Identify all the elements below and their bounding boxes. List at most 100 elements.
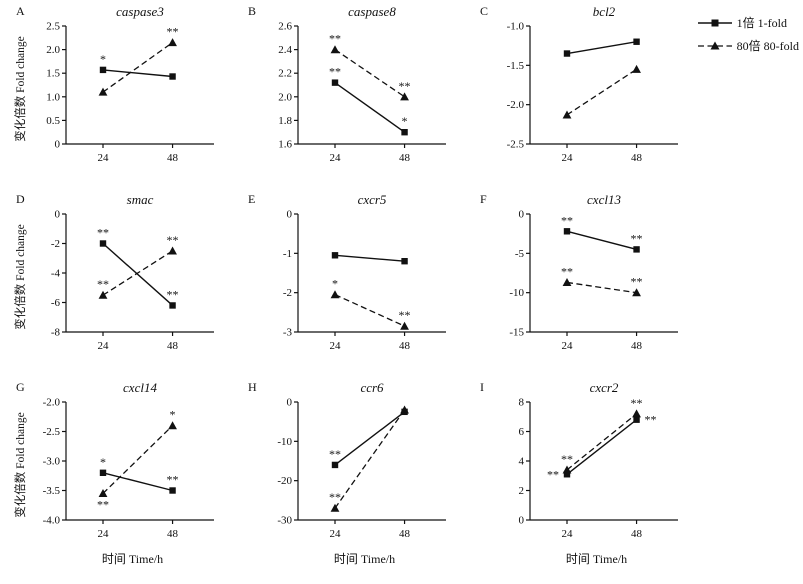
gene-title: cxcr5	[357, 192, 387, 207]
chart-plot: 1.61.82.02.22.42.624 48*******	[278, 21, 446, 164]
legend-item-80fold: 80倍 80-fold	[697, 37, 799, 54]
significance-marker: **	[167, 287, 179, 301]
svg-text:1.5: 1.5	[46, 68, 60, 80]
svg-text:48: 48	[631, 340, 643, 352]
gene-title: caspase8	[348, 4, 396, 19]
gene-title: cxcr2	[589, 380, 619, 395]
svg-text:48: 48	[631, 152, 643, 164]
panel-letter: A	[16, 4, 25, 18]
svg-text:-10: -10	[509, 287, 524, 299]
significance-marker: *	[100, 52, 106, 66]
significance-marker: **	[167, 25, 179, 39]
legend-item-1fold: 1倍 1-fold	[697, 14, 799, 31]
significance-marker: **	[631, 275, 643, 289]
chart-plot: 0 -5 -10 -15 24 48 ** ** ** **	[509, 209, 678, 352]
legend-label-80fold: 80倍 80-fold	[736, 39, 799, 53]
svg-text:24: 24	[562, 340, 574, 352]
gene-title: cxcl14	[123, 380, 157, 395]
svg-text:48: 48	[167, 152, 179, 164]
svg-text:2.4: 2.4	[278, 44, 292, 56]
svg-text:-8: -8	[51, 327, 61, 339]
y-axis-label: 变化倍数 Fold change	[15, 412, 27, 518]
svg-text:-3.5: -3.5	[43, 485, 61, 497]
gene-title: cxcl13	[587, 192, 621, 207]
significance-marker: **	[167, 233, 179, 247]
significance-marker: *	[402, 114, 408, 128]
dashed-line-triangle-icon	[697, 41, 732, 49]
svg-text:8: 8	[519, 397, 525, 409]
chart-plot: 0 -10 -20 -30 24 48 ** **	[277, 397, 446, 540]
svg-text:0: 0	[519, 209, 525, 221]
svg-text:24: 24	[330, 340, 342, 352]
svg-text:48: 48	[399, 152, 411, 164]
svg-text:-1: -1	[283, 248, 292, 260]
svg-text:-20: -20	[277, 475, 292, 487]
svg-text:24: 24	[562, 528, 574, 540]
gene-title: ccr6	[360, 380, 384, 395]
svg-text:0: 0	[287, 397, 293, 409]
chart-plot: -2.0-2.5-3.0-3.5-4.024 48******	[43, 397, 214, 540]
gene-title: caspase3	[116, 4, 164, 19]
svg-text:24: 24	[562, 152, 574, 164]
svg-text:2: 2	[519, 485, 525, 497]
panel-letter: C	[480, 4, 489, 18]
svg-text:-30: -30	[277, 515, 292, 527]
panel-letter: D	[16, 192, 25, 206]
significance-marker: **	[561, 452, 573, 466]
significance-marker: **	[167, 473, 179, 487]
solid-line-square-icon	[697, 19, 732, 26]
significance-marker: **	[329, 32, 341, 46]
svg-text:24: 24	[98, 152, 110, 164]
svg-text:2.0: 2.0	[46, 44, 60, 56]
panel-letter: I	[480, 380, 484, 394]
svg-text:1.0: 1.0	[46, 91, 60, 103]
gene-title: bcl2	[592, 4, 616, 19]
svg-text:-2.5: -2.5	[43, 426, 61, 438]
svg-text:-10: -10	[277, 436, 292, 448]
significance-marker: **	[97, 497, 109, 511]
svg-text:-2: -2	[283, 287, 292, 299]
significance-marker: *	[170, 408, 176, 422]
svg-text:48: 48	[399, 528, 411, 540]
svg-text:48: 48	[167, 340, 179, 352]
svg-text:6: 6	[519, 426, 525, 438]
svg-text:0: 0	[519, 515, 525, 527]
y-axis-label: 变化倍数 Fold change	[15, 36, 27, 142]
significance-marker: **	[329, 490, 341, 504]
svg-text:48: 48	[167, 528, 179, 540]
svg-text:2.2: 2.2	[278, 68, 292, 80]
svg-text:-3: -3	[283, 327, 293, 339]
svg-text:-1.0: -1.0	[507, 21, 525, 33]
gene-title: smac	[126, 192, 154, 207]
significance-marker: **	[561, 213, 573, 227]
significance-marker: **	[399, 308, 411, 322]
significance-marker: *	[332, 277, 338, 291]
svg-text:-2.0: -2.0	[507, 99, 525, 111]
svg-text:48: 48	[399, 340, 411, 352]
chart-plot: -1.0 -1.5 -2.0 -2.5 24 48	[507, 21, 678, 164]
svg-text:2.6: 2.6	[278, 21, 292, 33]
svg-text:1.6: 1.6	[278, 139, 292, 151]
significance-marker: **	[399, 79, 411, 93]
panel-letter: E	[248, 192, 256, 206]
chart-plot: 0 -2 -4 -6 -8 24 48 ** ** ** **	[51, 209, 214, 352]
panel-letter: B	[248, 4, 257, 18]
panel-letter: G	[16, 380, 25, 394]
svg-text:0: 0	[287, 209, 293, 221]
svg-text:-1.5: -1.5	[507, 60, 525, 72]
svg-text:2.0: 2.0	[278, 91, 292, 103]
significance-marker: **	[329, 447, 341, 461]
legend-label-1fold: 1倍 1-fold	[736, 16, 787, 30]
significance-marker: **	[547, 467, 559, 481]
